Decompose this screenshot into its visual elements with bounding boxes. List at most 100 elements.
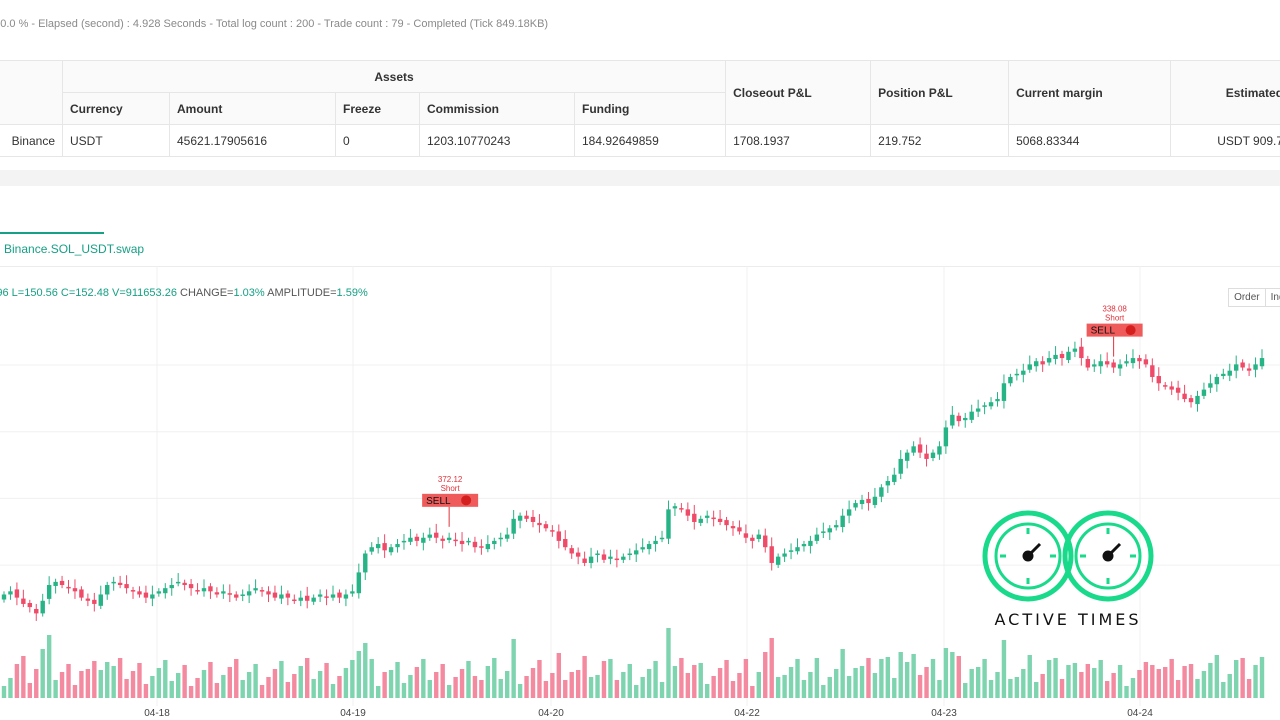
volume-bar	[150, 676, 155, 698]
volume-bar	[124, 679, 129, 698]
amplitude-value: 1.59%	[336, 287, 368, 299]
candle-body	[937, 446, 942, 455]
candle-body	[137, 591, 142, 595]
volume-bar	[369, 659, 374, 698]
candle-body	[421, 537, 426, 543]
volume-bar	[156, 668, 162, 698]
candle-body	[27, 602, 33, 608]
volume-bar	[904, 662, 910, 698]
x-axis-tick-label: 04-18	[144, 708, 170, 719]
indicators-button[interactable]: Indicators	[1265, 288, 1280, 307]
volume-bar	[1259, 657, 1265, 698]
volume-bar	[724, 660, 729, 698]
volume-bar	[208, 662, 213, 698]
volume-bar	[246, 672, 252, 698]
volume-bar	[892, 678, 897, 698]
x-axis-tick-label: 04-20	[538, 708, 564, 719]
candle-body	[685, 509, 691, 516]
signal-side: Short	[441, 484, 461, 493]
volume-bar	[582, 656, 587, 698]
volume-bar	[956, 656, 961, 698]
volume-bar	[421, 659, 426, 698]
candle-body	[640, 547, 645, 550]
candle-body	[950, 414, 955, 426]
candle-body	[717, 518, 723, 522]
tab-sol-usdt-swap[interactable]: Binance.SOL_USDT.swap	[0, 232, 144, 265]
candle-body	[782, 553, 787, 557]
candle-body	[1, 594, 7, 600]
candle-body	[317, 594, 323, 597]
candle-body	[208, 586, 213, 592]
candle-body	[266, 591, 271, 595]
volume-bar	[775, 677, 781, 698]
volume-bar	[743, 659, 749, 698]
candle-body	[917, 444, 923, 453]
volume-bar	[34, 669, 39, 698]
candlestick-chart[interactable]: 04-18 04-19 04-20 04-22 04-23 04-24SELLShort3…	[0, 266, 1280, 720]
volume-bar	[614, 680, 620, 698]
candle-body	[246, 591, 252, 596]
candle-body	[259, 590, 265, 592]
amplitude-label: AMPLITUDE=	[264, 287, 337, 299]
candle-body	[1195, 395, 1200, 405]
volume-bar	[1150, 665, 1155, 698]
candle-body	[130, 590, 136, 592]
candle-body	[1104, 361, 1110, 365]
candle-body	[698, 518, 703, 523]
candle-body	[601, 554, 607, 560]
candle-body	[375, 544, 381, 549]
volume-bar	[227, 667, 232, 698]
volume-bar	[40, 649, 45, 698]
candle-body	[182, 582, 187, 586]
candle-body	[930, 452, 936, 458]
volume-bar	[1059, 679, 1065, 698]
candle-body	[363, 553, 368, 573]
volume-bar	[1008, 679, 1013, 698]
volume-bar	[1066, 665, 1071, 698]
candle-body	[653, 540, 658, 545]
candle-body	[234, 594, 239, 598]
volume-bar	[601, 661, 607, 698]
current-margin-cell: 5068.83344	[1008, 124, 1172, 157]
volume-bar	[485, 666, 491, 698]
volume-bar	[434, 672, 439, 698]
volume-bar	[85, 669, 91, 698]
volume-bar	[692, 665, 697, 698]
volume-bar	[343, 668, 349, 698]
candle-body	[737, 527, 742, 532]
volume-bar	[995, 672, 1000, 698]
volume-bar	[911, 654, 916, 698]
volume-bar	[969, 669, 974, 698]
candle-body	[324, 596, 329, 598]
x-axis-tick-label: 04-22	[734, 708, 760, 719]
candle-body	[1156, 376, 1161, 384]
volume-bar	[1156, 669, 1161, 698]
candle-body	[1021, 370, 1026, 375]
volume-bar	[588, 677, 594, 698]
candle-body	[872, 496, 878, 505]
candle-body	[1182, 393, 1187, 400]
volume-bar	[395, 662, 400, 698]
candle-body	[1259, 358, 1265, 367]
volume-bar	[943, 648, 949, 698]
volume-bar	[782, 675, 787, 698]
candle-body	[66, 586, 71, 589]
signal-price: 372.12	[438, 475, 463, 484]
volume-bar	[221, 675, 226, 698]
candle-body	[788, 550, 794, 552]
candle-body	[505, 534, 510, 539]
candle-body	[72, 588, 78, 592]
volume-bar	[846, 676, 852, 698]
order-button[interactable]: Order	[1228, 288, 1266, 307]
volume-bar	[975, 667, 981, 698]
candle-body	[801, 544, 807, 547]
volume-bar	[801, 680, 807, 698]
candle-body	[498, 537, 503, 540]
volume-bar	[1143, 662, 1149, 698]
candle-body	[743, 533, 749, 538]
volume-bar	[1163, 667, 1168, 698]
estimated-header: Estimated	[1170, 60, 1280, 125]
signal-price: 338.08	[1102, 305, 1127, 314]
volume-bar	[1227, 674, 1232, 698]
section-divider	[0, 170, 1280, 186]
